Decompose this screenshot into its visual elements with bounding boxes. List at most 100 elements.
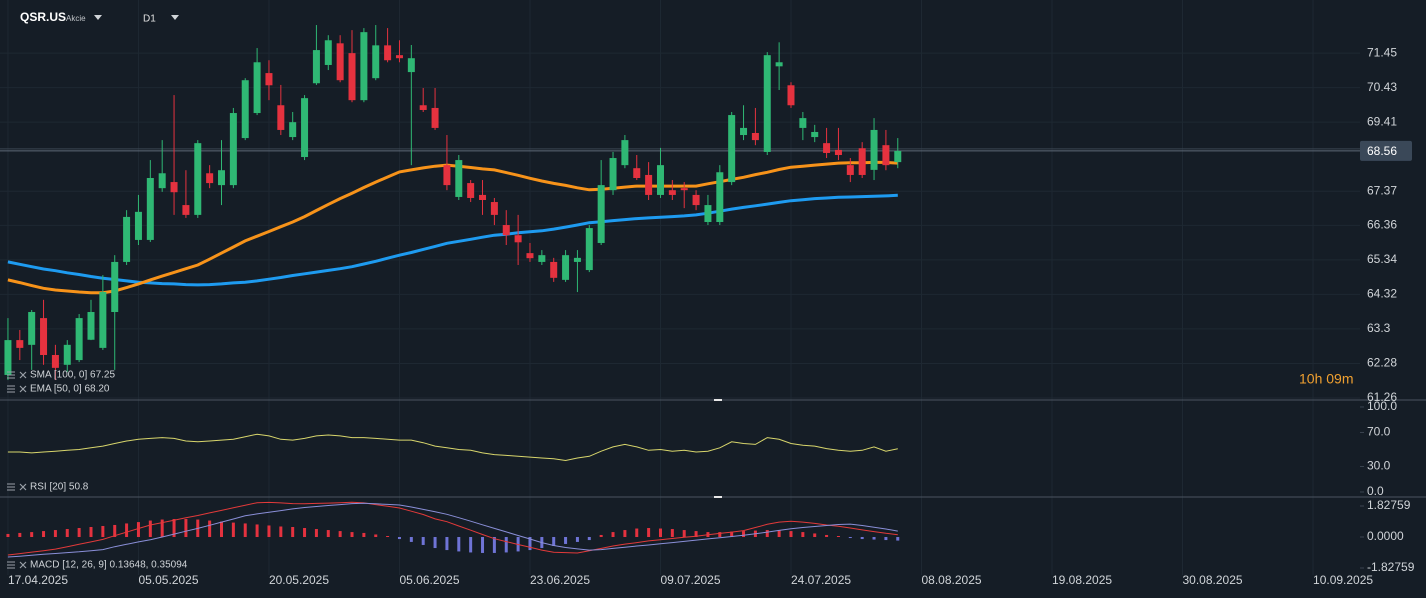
macd-histogram-bar bbox=[18, 532, 22, 538]
timeframe[interactable]: D1 bbox=[143, 14, 156, 25]
x-tick-label: 30.08.2025 bbox=[1183, 573, 1243, 587]
legend-close-icon[interactable] bbox=[19, 371, 27, 379]
macd-histogram-bar bbox=[718, 532, 722, 538]
candle-body bbox=[894, 150, 902, 163]
macd-histogram-bar bbox=[255, 524, 259, 538]
symbol[interactable]: QSR.US bbox=[20, 10, 66, 24]
macd-histogram-bar bbox=[481, 537, 485, 553]
macd-histogram-bar bbox=[457, 537, 461, 552]
y-tick-label: 30.0 bbox=[1367, 459, 1391, 473]
candle-body bbox=[870, 129, 878, 170]
y-tick-label: 65.34 bbox=[1367, 252, 1397, 266]
rsi-line bbox=[7, 433, 898, 462]
macd-histogram-bar bbox=[564, 537, 568, 544]
candle-body bbox=[490, 202, 498, 215]
candle-body bbox=[407, 58, 415, 73]
legend-close-icon[interactable] bbox=[19, 483, 27, 491]
candle-body bbox=[51, 354, 59, 368]
candle-body bbox=[740, 127, 748, 136]
macd-histogram-bar bbox=[825, 534, 829, 538]
candle-body bbox=[692, 194, 700, 206]
macd-histogram-bar bbox=[552, 537, 556, 546]
timeframe-dropdown[interactable] bbox=[171, 15, 179, 20]
candle-body bbox=[609, 158, 617, 191]
y-tick-label: 64.32 bbox=[1367, 287, 1397, 301]
last-price-label: 68.56 bbox=[1367, 144, 1397, 158]
x-tick-label: 08.08.2025 bbox=[921, 573, 981, 587]
candle-body bbox=[241, 80, 249, 139]
candle-body bbox=[277, 105, 285, 130]
macd-histogram-bar bbox=[220, 521, 224, 538]
macd-histogram-bar bbox=[445, 537, 449, 551]
y-tick-label: 69.41 bbox=[1367, 114, 1397, 128]
macd-histogram-bar bbox=[623, 530, 627, 538]
candle-body bbox=[526, 253, 534, 259]
candle-body bbox=[312, 50, 320, 84]
x-tick-label: 20.05.2025 bbox=[269, 573, 329, 587]
candle-body bbox=[846, 165, 854, 175]
candle-body bbox=[514, 235, 522, 243]
indicator-legend: MACD [12, 26, 9] 0.13648, 0.35094 bbox=[30, 560, 188, 571]
macd-histogram-bar bbox=[113, 524, 117, 538]
candle-body bbox=[550, 261, 558, 278]
candle-body bbox=[585, 228, 593, 271]
macd-histogram-bar bbox=[635, 528, 639, 538]
candle-body bbox=[787, 85, 795, 106]
macd-histogram-bar bbox=[208, 520, 212, 538]
legend-close-icon[interactable] bbox=[19, 385, 27, 393]
candle-body bbox=[111, 261, 119, 313]
resize-handle[interactable] bbox=[714, 399, 722, 401]
symbol-dropdown[interactable] bbox=[94, 15, 102, 20]
candle-body bbox=[751, 132, 759, 141]
x-tick-label: 24.07.2025 bbox=[791, 573, 851, 587]
legend-close-icon[interactable] bbox=[19, 561, 27, 569]
candle-body bbox=[728, 115, 736, 183]
macd-histogram-bar bbox=[374, 534, 378, 538]
legend-menu-icon[interactable] bbox=[7, 371, 15, 379]
resize-handle[interactable] bbox=[714, 496, 722, 498]
macd-histogram-bar bbox=[670, 529, 674, 538]
candle-body bbox=[621, 140, 629, 166]
candle-body bbox=[75, 318, 83, 361]
candle-body bbox=[479, 194, 487, 200]
candle-body bbox=[573, 257, 581, 262]
macd-histogram-bar bbox=[611, 532, 615, 538]
candle-body bbox=[882, 145, 890, 166]
candle-body bbox=[419, 105, 427, 110]
legend-menu-icon[interactable] bbox=[7, 385, 15, 393]
x-tick-label: 19.08.2025 bbox=[1052, 573, 1112, 587]
macd-histogram-bar bbox=[777, 530, 781, 538]
macd-histogram-bar bbox=[504, 537, 508, 553]
x-tick-label: 05.06.2025 bbox=[399, 573, 459, 587]
candle-body bbox=[134, 211, 142, 240]
y-tick-label: 70.43 bbox=[1367, 80, 1397, 94]
candle-body bbox=[301, 98, 309, 158]
candle-body bbox=[467, 183, 475, 198]
x-tick-label: 17.04.2025 bbox=[8, 573, 68, 587]
y-tick-label: 1.82759 bbox=[1367, 498, 1411, 512]
candle-body bbox=[40, 318, 48, 355]
candle-body bbox=[87, 312, 95, 340]
candle-body bbox=[597, 185, 605, 243]
macd-histogram-bar bbox=[848, 537, 852, 539]
indicator-legend: SMA [100, 0] 67.25 bbox=[30, 370, 115, 381]
macd-histogram-bar bbox=[872, 537, 876, 540]
candle-body bbox=[99, 292, 107, 348]
legend-menu-icon[interactable] bbox=[7, 561, 15, 569]
legend-menu-icon[interactable] bbox=[7, 483, 15, 491]
candle-body bbox=[16, 340, 24, 348]
candle-body bbox=[538, 255, 546, 262]
candle-body bbox=[811, 131, 819, 138]
macd-histogram-bar bbox=[575, 537, 579, 542]
plot bbox=[0, 25, 1360, 558]
candle-body bbox=[158, 173, 166, 189]
macd-histogram-bar bbox=[101, 525, 105, 538]
y-tick-label: 63.3 bbox=[1367, 321, 1391, 335]
macd-histogram-bar bbox=[89, 527, 93, 538]
grid bbox=[0, 0, 1364, 575]
macd-histogram-bar bbox=[291, 527, 295, 538]
macd-line bbox=[7, 501, 898, 556]
macd-histogram-bar bbox=[53, 530, 57, 538]
macd-histogram-bar bbox=[765, 530, 769, 538]
